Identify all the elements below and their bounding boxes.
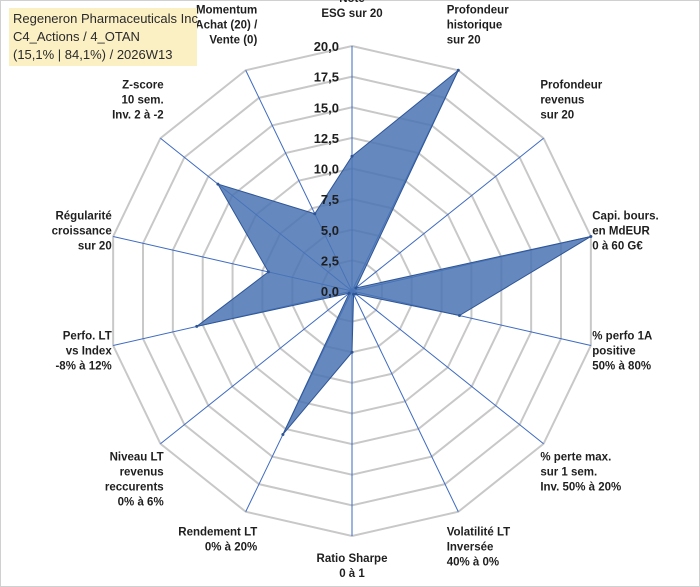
category-label-5: % perte max. sur 1 sem. Inv. 50% à 20% [540,452,621,494]
category-label-10: Perfo. LT vs Index -8% à 12% [55,330,112,372]
category-label-4: % perfo 1A positive 50% à 80% [592,330,652,372]
category-label-11: Régularité croissance sur 20 [52,211,112,253]
tick-label-6: 15,0 [314,100,339,115]
axis-spoke-5 [351,290,544,445]
data-point-6 [352,292,356,296]
tick-label-3: 7,5 [321,192,339,207]
title-line-2: C4_Actions / 4_OTAN [13,29,140,44]
data-point-2 [354,286,358,290]
tick-label-0: 0,0 [321,284,339,299]
tick-label-7: 17,5 [314,70,339,85]
tick-label-5: 12,5 [314,131,339,146]
series-area-0 [196,69,592,435]
category-label-12: Z-score 10 sem. Inv. 2 à -2 [112,79,164,121]
data-point-12 [216,182,220,186]
category-label-0: NoteESG sur 20 [321,0,382,20]
category-label-7: Ratio Sharpe 0 à 1 [317,553,388,580]
radar-series [195,68,593,436]
tick-label-4: 10,0 [314,162,339,177]
data-point-11 [266,270,270,274]
data-point-0 [350,154,354,158]
data-point-7 [350,350,354,354]
data-point-4 [457,314,461,318]
data-point-13 [313,212,317,216]
chart-title-box: Regeneron Pharmaceuticals Inc C4_Actions… [9,8,198,66]
axis-spoke-2 [351,137,544,292]
category-label-8: Rendement LT 0% à 20% [178,526,257,553]
tick-label-1: 2,5 [321,253,339,268]
axis-spoke-9 [160,290,353,445]
data-point-9 [347,291,351,295]
axis-spoke-6 [351,290,459,512]
radar-tick-labels: 0,0 2,5 5,0 7,5 10,0 12,5 15,0 17,5 20,0 [314,39,339,299]
title-line-1: Regeneron Pharmaceuticals Inc [13,11,198,26]
data-point-5 [354,292,358,296]
category-label-9: Niveau LT revenus reccurents 0% à 6% [105,452,164,509]
category-label-6: Volatilité LT Inversée 40% à 0% [447,526,510,568]
category-label-1: Profondeur historique sur 20 [447,5,509,47]
data-point-10 [195,324,199,328]
title-line-3: (15,1% | 84,1%) / 2026W13 [13,47,173,62]
category-label-13: Momentum Achat (20) / Vente (0) [195,5,258,47]
data-point-1 [456,68,460,72]
category-label-3: Capi. bours. en MdEUR 0 à 60 G€ [592,211,658,253]
tick-label-8: 20,0 [314,39,339,54]
data-point-8 [281,432,285,436]
tick-label-2: 5,0 [321,223,339,238]
data-point-3 [589,234,593,238]
category-label-2: Profondeur revenus sur 20 [540,79,602,121]
